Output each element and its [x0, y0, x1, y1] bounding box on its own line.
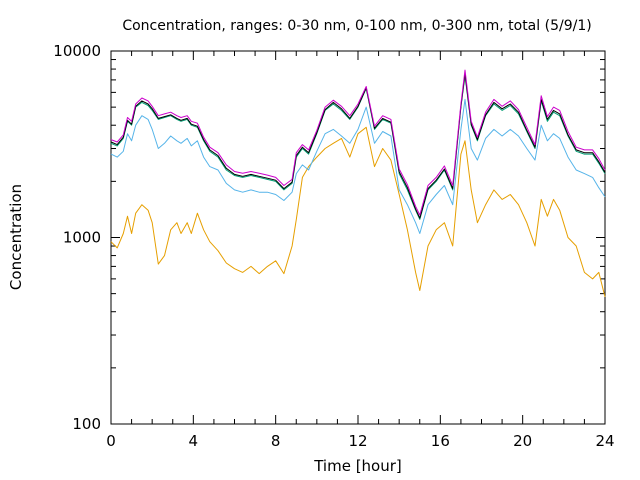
x-axis-title: Time [hour]: [313, 457, 402, 475]
series-line-5: [110, 69, 606, 216]
x-tick-label: 0: [106, 432, 116, 450]
x-tick-label: 4: [189, 432, 199, 450]
y-tick-label: 1000: [63, 229, 101, 247]
major-ticks: [110, 50, 606, 425]
series-line-1: [110, 126, 606, 298]
series-line-4: [110, 73, 606, 219]
chart-title: Concentration, ranges: 0-30 nm, 0-100 nm…: [122, 18, 591, 34]
x-tick-label: 8: [271, 432, 281, 450]
y-tick-label: 10000: [53, 42, 101, 60]
x-tick-label: 24: [595, 432, 614, 450]
series-layer: [110, 69, 606, 298]
tick-labels: 0 4 8 12 16 20 24 100 1000 10000: [53, 42, 614, 450]
minor-ticks: [111, 51, 605, 424]
x-tick-label: 20: [513, 432, 532, 450]
series-line-3: [110, 74, 606, 220]
series-line-2: [110, 98, 606, 234]
x-tick-label: 12: [348, 432, 367, 450]
y-axis-title: Concentration: [7, 184, 25, 290]
x-tick-label: 16: [431, 432, 450, 450]
y-tick-label: 100: [72, 415, 101, 433]
